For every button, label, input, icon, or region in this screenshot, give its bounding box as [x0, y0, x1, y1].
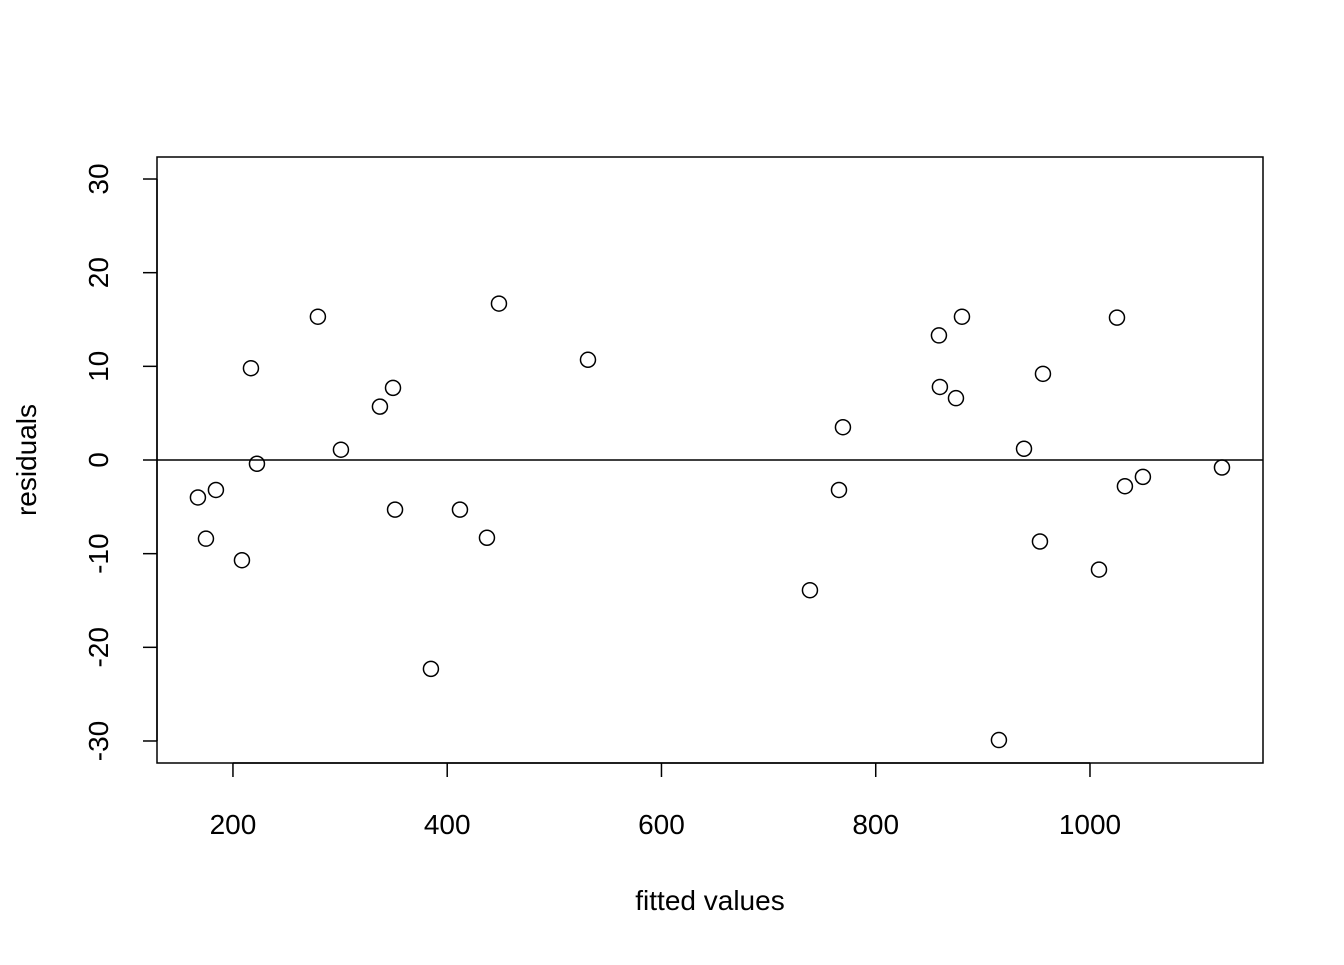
point [248, 455, 266, 472]
point [490, 295, 508, 312]
point [207, 481, 225, 499]
point [1090, 561, 1108, 578]
point [990, 731, 1008, 749]
y-tick-label: 0 [83, 452, 114, 468]
point [242, 359, 260, 377]
point [422, 660, 440, 678]
x-tick-label: 1000 [1059, 809, 1121, 840]
point [579, 351, 597, 369]
point [931, 378, 949, 396]
y-tick-label: -10 [83, 533, 114, 573]
point [451, 501, 469, 518]
x-tick-label: 200 [210, 809, 257, 840]
point [1015, 440, 1033, 458]
point [947, 389, 965, 407]
point [1116, 477, 1134, 495]
point [371, 398, 389, 415]
point [953, 308, 971, 325]
point [332, 441, 350, 458]
point [1213, 459, 1231, 476]
point [830, 481, 848, 499]
point [233, 551, 251, 569]
point [801, 581, 819, 599]
point [197, 530, 215, 547]
point [834, 418, 852, 436]
y-tick-label: 10 [83, 351, 114, 382]
point [386, 501, 404, 518]
point [1034, 365, 1052, 383]
point [189, 489, 207, 506]
y-axis-label: residuals [11, 404, 42, 516]
point [1031, 533, 1049, 550]
y-tick-label: -30 [83, 721, 114, 761]
x-axis-label: fitted values [635, 885, 784, 916]
x-tick-label: 800 [852, 809, 899, 840]
point [1134, 468, 1152, 486]
point [384, 379, 402, 397]
point [309, 308, 327, 325]
y-tick-label: 20 [83, 257, 114, 288]
x-tick-label: 400 [424, 809, 471, 840]
point [930, 327, 948, 344]
y-tick-label: 30 [83, 163, 114, 194]
point [1108, 309, 1126, 326]
y-tick-label: -20 [83, 627, 114, 667]
point [478, 529, 496, 546]
x-tick-label: 600 [638, 809, 685, 840]
